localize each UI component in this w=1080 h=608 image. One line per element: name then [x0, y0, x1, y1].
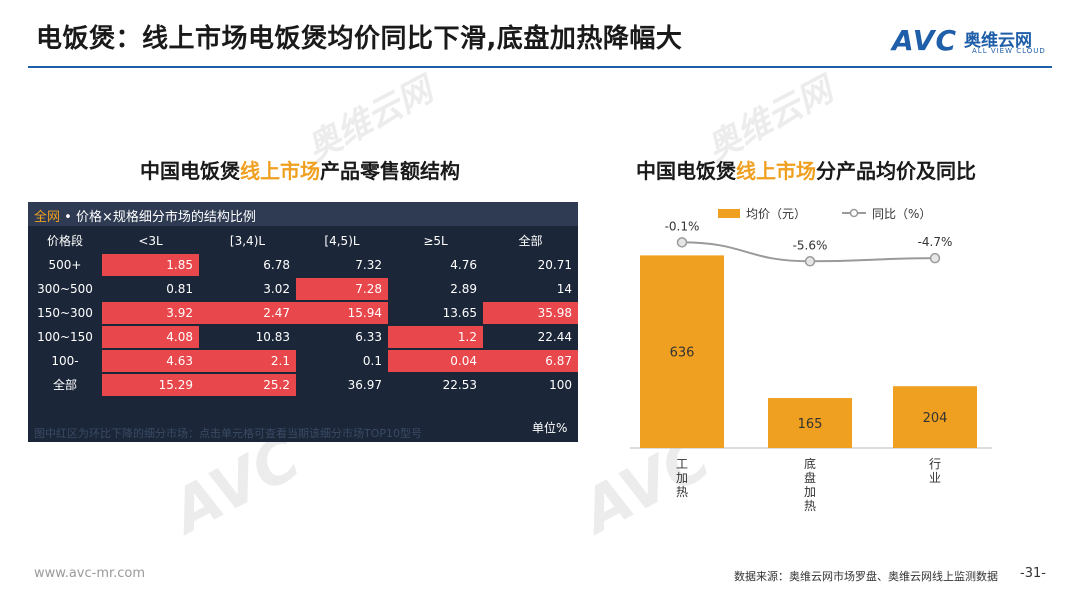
- table-cell[interactable]: 35.98: [483, 302, 578, 324]
- table-cell[interactable]: 36.97: [347, 378, 382, 392]
- bar-data-label: 636: [670, 346, 695, 361]
- legend-marker-line: [849, 208, 859, 218]
- table-cell[interactable]: 6.87: [483, 350, 578, 372]
- table-row-label: 500+: [48, 258, 82, 272]
- bar: [640, 255, 724, 448]
- line-point: [804, 256, 816, 267]
- table-cell[interactable]: 2.89: [450, 282, 477, 296]
- bar-data-label: 165: [798, 417, 823, 432]
- table-cell[interactable]: 100: [549, 378, 572, 392]
- table-cell[interactable]: 13.65: [442, 306, 477, 320]
- line-data-label: -5.6%: [793, 238, 828, 252]
- watermark: 奥维云网: [300, 70, 440, 170]
- table-cell[interactable]: 2.47: [199, 302, 296, 324]
- line-data-label: -4.7%: [918, 235, 953, 249]
- table-cell[interactable]: 15.29: [102, 374, 199, 396]
- bar: [768, 398, 852, 448]
- x-tick-label: 加: [804, 485, 816, 499]
- table-cell[interactable]: 22.53: [442, 378, 477, 392]
- title-suffix: 分产品均价及同比: [816, 159, 976, 183]
- table-row-label: 100~150: [37, 330, 93, 344]
- table-header-cell: 价格段: [46, 234, 83, 248]
- line-point: [676, 237, 688, 248]
- table-cell[interactable]: 6.33: [355, 330, 382, 344]
- table-cell[interactable]: 20.71: [537, 258, 572, 272]
- table-cell[interactable]: 14: [556, 282, 572, 296]
- table-row-label: 100-: [51, 354, 79, 368]
- table-section-title: 中国电饭煲线上市场产品零售额结构: [140, 155, 460, 184]
- line-point: [929, 252, 941, 264]
- table-unit: 单位%: [532, 421, 568, 435]
- legend-swatch-bar: [718, 209, 740, 218]
- table-caption: 全网 • 价格×规格细分市场的结构比例: [34, 206, 256, 225]
- caption-tag[interactable]: 全网: [34, 210, 61, 225]
- x-tick-label: 行: [929, 457, 941, 471]
- page-number: -31-: [1020, 566, 1046, 581]
- table-header-cell: [3,4)L: [229, 234, 266, 248]
- table-cell[interactable]: 1.85: [102, 254, 199, 276]
- bar: [893, 386, 977, 448]
- table-caption-bar: 全网 • 价格×规格细分市场的结构比例: [28, 202, 578, 226]
- table-cell[interactable]: 7.32: [355, 258, 382, 272]
- header-divider: [28, 66, 1052, 68]
- caption-text: • 价格×规格细分市场的结构比例: [60, 210, 256, 225]
- x-tick-label: 底: [804, 456, 816, 471]
- table-row-label: 300~500: [37, 282, 93, 296]
- avc-logo: AVC 奥维云网 ALL VIEW CLOUD: [892, 24, 1052, 60]
- title-highlight: 线上市场: [736, 159, 816, 183]
- table-row-label: 150~300: [37, 306, 93, 320]
- title-prefix: 中国电饭煲: [140, 159, 240, 183]
- table-cell[interactable]: 3.02: [263, 282, 290, 296]
- table-cell[interactable]: 0.1: [362, 354, 382, 368]
- table-header-cell: 全部: [518, 234, 543, 248]
- structure-table: 全网 • 价格×规格细分市场的结构比例 价格段 <3L [3,4)L [4,5)L ≥5…: [28, 202, 578, 442]
- x-tick-label: 热: [676, 485, 688, 499]
- table-cell[interactable]: 4.63: [102, 350, 199, 372]
- table-cell[interactable]: 0.04: [388, 350, 483, 372]
- title-prefix: 中国电饭煲: [636, 159, 736, 183]
- title-suffix: 产品零售额结构: [320, 159, 460, 183]
- table-cell[interactable]: 1.2: [388, 326, 483, 348]
- x-tick-label: 工: [676, 457, 688, 471]
- table-header-cell: ≥5L: [423, 234, 448, 248]
- site-url[interactable]: www.avc-mr.com: [34, 566, 146, 581]
- table-cell[interactable]: 15.94: [296, 302, 388, 324]
- table-footnote: 图中红区为环比下降的细分市场：点击单元格可查看当期该细分市场TOP10型号: [34, 427, 423, 440]
- x-tick-label: 业: [929, 471, 941, 485]
- table-cell[interactable]: 10.83: [255, 330, 290, 344]
- chart-section-title: 中国电饭煲线上市场分产品均价及同比: [636, 155, 976, 184]
- logo-cn: 奥维云网: [964, 31, 1032, 51]
- table-cell[interactable]: 22.44: [537, 330, 572, 344]
- bar-data-label: 204: [923, 411, 948, 426]
- table-header-cell: <3L: [138, 234, 163, 248]
- table-cell[interactable]: 7.28: [296, 278, 388, 300]
- table-cell[interactable]: 3.92: [102, 302, 199, 324]
- table-header-cell: [4,5)L: [324, 234, 360, 248]
- line-data-label: -0.1%: [665, 219, 700, 233]
- title-highlight: 线上市场: [240, 159, 320, 183]
- x-tick-label: 热: [804, 499, 816, 513]
- logo-mark: AVC: [892, 24, 957, 57]
- x-tick-label: 盘: [804, 470, 816, 485]
- table-cell[interactable]: 4.76: [450, 258, 477, 272]
- legend-label-line: 同比（%）: [872, 207, 931, 221]
- x-tick-label: 加: [676, 471, 688, 485]
- table-cell[interactable]: 4.08: [102, 326, 199, 348]
- data-source: 数据来源：奥维云网市场罗盘、奥维云网线上监测数据: [734, 570, 998, 583]
- legend-label-bar: 均价（元）: [746, 207, 806, 221]
- table-row-label: 全部: [52, 378, 77, 392]
- logo-en: ALL VIEW CLOUD: [972, 47, 1046, 55]
- table-cell[interactable]: 2.1: [199, 350, 296, 372]
- watermark: 奥维云网: [700, 70, 840, 170]
- page-title: 电饭煲：线上市场电饭煲均价同比下滑,底盘加热降幅大: [36, 24, 683, 54]
- table-cell[interactable]: 0.81: [166, 282, 193, 296]
- table-cell[interactable]: 6.78: [263, 258, 290, 272]
- table-cell[interactable]: 25.2: [199, 374, 296, 396]
